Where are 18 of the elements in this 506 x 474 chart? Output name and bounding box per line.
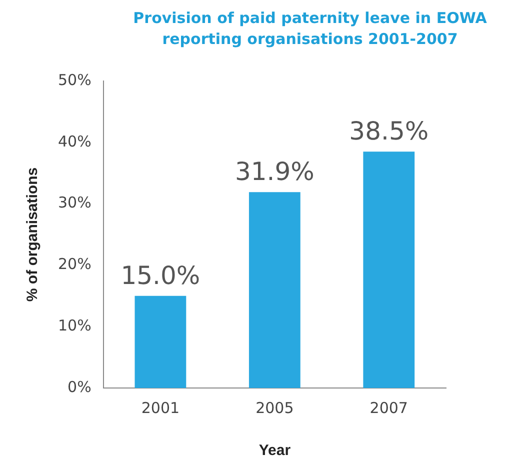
x-tick-label: 2001: [141, 398, 180, 417]
y-tick-label: 50%: [58, 70, 92, 89]
x-axis-title: Year: [258, 442, 291, 460]
data-label: 31.9%: [234, 157, 314, 186]
data-label: 15.0%: [120, 260, 200, 290]
y-axis-title: % of organisations: [24, 167, 42, 302]
y-tick-label: 0%: [68, 378, 92, 396]
x-tick-label: 2005: [256, 398, 294, 417]
chart-title: Provision of paid paternity leave in EOWA reporting organisations 2001-2007: [132, 8, 488, 50]
x-tick-label: 2007: [370, 398, 408, 417]
bar: [363, 152, 415, 388]
data-label: 38.5%: [349, 116, 429, 146]
y-tick-label: 40%: [58, 132, 92, 150]
y-tick-label: 20%: [58, 255, 92, 274]
bar: [248, 192, 300, 388]
y-tick-label: 30%: [58, 194, 92, 212]
y-tick-label: 10%: [58, 316, 92, 334]
bar: [134, 296, 186, 388]
